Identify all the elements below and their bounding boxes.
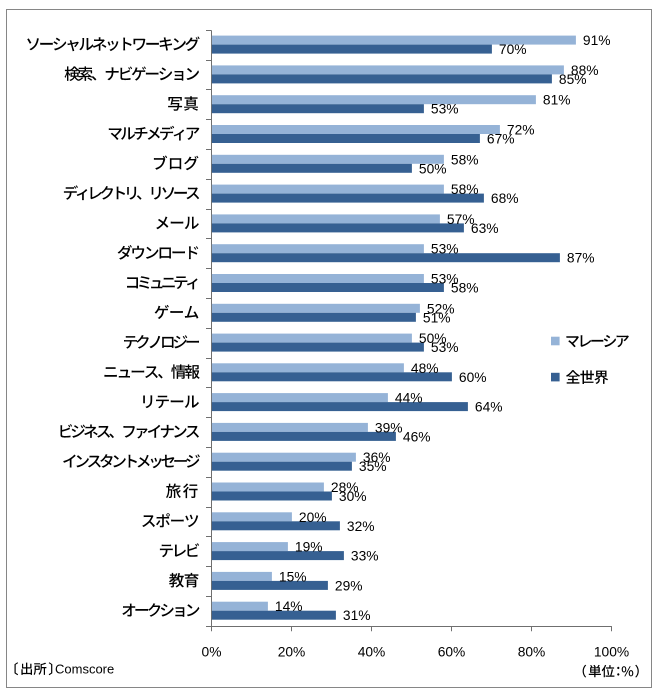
svg-text:44%: 44% bbox=[395, 391, 423, 406]
svg-text:46%: 46% bbox=[403, 429, 431, 444]
svg-text:48%: 48% bbox=[411, 361, 439, 376]
svg-text:20%: 20% bbox=[299, 510, 327, 525]
svg-text:28%: 28% bbox=[331, 480, 359, 495]
svg-text:31%: 31% bbox=[343, 608, 371, 623]
svg-text:15%: 15% bbox=[279, 569, 307, 584]
svg-text:58%: 58% bbox=[451, 281, 479, 296]
svg-text:67%: 67% bbox=[487, 132, 515, 147]
svg-text:87%: 87% bbox=[567, 251, 595, 266]
svg-text:39%: 39% bbox=[375, 420, 403, 435]
svg-text:70%: 70% bbox=[499, 42, 527, 57]
svg-text:51%: 51% bbox=[423, 310, 451, 325]
svg-text:35%: 35% bbox=[359, 459, 387, 474]
svg-text:30%: 30% bbox=[339, 489, 367, 504]
svg-text:19%: 19% bbox=[295, 540, 323, 555]
svg-text:53%: 53% bbox=[431, 272, 459, 287]
svg-text:14%: 14% bbox=[275, 599, 303, 614]
svg-text:50%: 50% bbox=[419, 161, 447, 176]
svg-text:32%: 32% bbox=[347, 519, 375, 534]
svg-text:100%: 100% bbox=[594, 645, 629, 660]
svg-text:88%: 88% bbox=[571, 63, 599, 78]
svg-text:85%: 85% bbox=[559, 72, 587, 87]
svg-text:64%: 64% bbox=[475, 400, 503, 415]
svg-text:58%: 58% bbox=[451, 152, 479, 167]
svg-text:57%: 57% bbox=[447, 212, 475, 227]
svg-text:63%: 63% bbox=[471, 221, 499, 236]
svg-text:68%: 68% bbox=[491, 191, 519, 206]
svg-text:33%: 33% bbox=[351, 549, 379, 564]
svg-text:60%: 60% bbox=[459, 370, 487, 385]
svg-text:36%: 36% bbox=[363, 450, 391, 465]
svg-text:40%: 40% bbox=[358, 645, 386, 660]
svg-text:29%: 29% bbox=[335, 578, 363, 593]
svg-text:0%: 0% bbox=[202, 645, 222, 660]
svg-text:60%: 60% bbox=[438, 645, 466, 660]
svg-text:91%: 91% bbox=[583, 33, 611, 48]
svg-text:Comscore: Comscore bbox=[55, 662, 114, 677]
svg-text:80%: 80% bbox=[518, 645, 546, 660]
svg-text:20%: 20% bbox=[278, 645, 306, 660]
svg-text:53%: 53% bbox=[431, 102, 459, 117]
svg-text:72%: 72% bbox=[507, 123, 535, 138]
svg-text:50%: 50% bbox=[419, 331, 447, 346]
svg-text:53%: 53% bbox=[431, 340, 459, 355]
svg-text:81%: 81% bbox=[543, 93, 571, 108]
svg-text:53%: 53% bbox=[431, 242, 459, 257]
svg-text:52%: 52% bbox=[427, 301, 455, 316]
svg-text:58%: 58% bbox=[451, 182, 479, 197]
